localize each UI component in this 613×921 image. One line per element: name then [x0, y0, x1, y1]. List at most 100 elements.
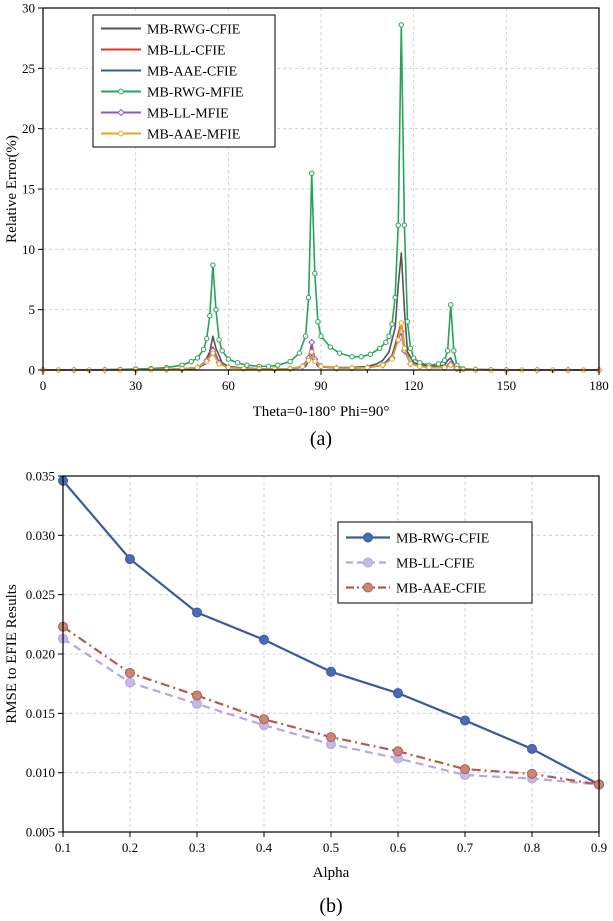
data-point: [435, 361, 442, 367]
data-point: [265, 363, 272, 370]
data-point: [259, 714, 269, 725]
legend-label: MB-LL-MFIE: [147, 107, 229, 122]
y-tick-label: 30: [22, 1, 35, 16]
data-point: [398, 320, 405, 326]
data-point: [389, 356, 395, 362]
data-point: [318, 333, 324, 339]
legend-marker: [363, 532, 373, 543]
data-point: [527, 743, 537, 754]
data-point: [395, 337, 401, 343]
x-tick-label: 0: [40, 378, 47, 393]
data-point: [383, 339, 389, 345]
y-tick-label: 0: [29, 363, 36, 378]
legend-marker: [363, 557, 373, 568]
data-point: [225, 356, 232, 362]
legend-label: MB-LL-CFIE: [147, 44, 226, 59]
data-point: [225, 364, 232, 371]
data-point: [386, 333, 392, 339]
data-point: [441, 357, 448, 364]
data-point: [216, 337, 222, 343]
data-point: [213, 306, 219, 313]
data-point: [327, 344, 333, 350]
x-tick-label: 0.9: [591, 840, 607, 855]
data-point: [389, 321, 395, 327]
x-tick-label: 120: [404, 378, 424, 393]
data-point: [210, 350, 216, 356]
data-point: [192, 607, 202, 618]
data-point: [305, 294, 312, 301]
x-axis-label: Alpha: [313, 865, 350, 881]
data-point: [312, 270, 318, 277]
legend-label: MB-RWG-CFIE: [396, 532, 489, 547]
data-point: [302, 333, 309, 339]
x-tick-label: 30: [129, 378, 142, 393]
data-point: [410, 355, 417, 361]
data-point: [244, 362, 250, 368]
data-point: [441, 364, 448, 371]
legend-label: MB-LL-CFIE: [396, 557, 475, 572]
y-tick-label: 0.020: [26, 647, 55, 662]
legend-marker: [363, 582, 373, 593]
data-point: [527, 768, 537, 779]
x-axis-label: Theta=0-180° Phi=90°: [253, 404, 390, 420]
data-point: [192, 698, 202, 709]
data-point: [444, 347, 451, 354]
y-tick-label: 0.005: [26, 825, 55, 840]
data-point: [305, 357, 312, 364]
data-point: [364, 364, 371, 371]
y-tick-label: 0.010: [26, 765, 55, 780]
data-point: [192, 690, 202, 701]
data-point: [407, 345, 414, 351]
data-point: [125, 667, 135, 678]
chart-a: 0 30 60 90 120 150 180 0 5 10 15 20 25 30 Theta=0-180°…: [4, 1, 609, 451]
data-point: [125, 554, 135, 565]
figure-caption: (a): [310, 428, 332, 450]
data-point: [194, 355, 201, 361]
data-point: [259, 634, 269, 645]
data-point: [234, 360, 241, 366]
data-point: [296, 350, 303, 356]
legend-label: MB-AAE-CFIE: [396, 582, 486, 597]
data-point: [315, 319, 321, 325]
y-tick-label: 25: [22, 61, 35, 76]
legend-label: MB-AAE-CFIE: [147, 65, 237, 80]
y-tick-label: 0.015: [26, 706, 55, 721]
legend-marker: [118, 130, 124, 137]
legend-label: MB-RWG-MFIE: [147, 86, 243, 101]
data-point: [336, 350, 343, 356]
data-point: [407, 361, 414, 367]
x-tick-label: 90: [315, 378, 328, 393]
data-point: [349, 354, 355, 360]
x-tick-label: 0.4: [256, 840, 273, 855]
y-axis-label: RMSE to EFIE Results: [4, 584, 20, 724]
y-tick-label: 20: [22, 121, 35, 136]
data-point: [163, 366, 170, 373]
data-point: [219, 347, 225, 354]
data-point: [393, 688, 403, 699]
data-point: [309, 349, 315, 355]
data-point: [417, 363, 423, 370]
legend-box: [92, 14, 276, 148]
y-axis-label: Relative Error(%): [4, 135, 20, 243]
data-point: [460, 366, 466, 373]
y-tick-label: 0.035: [26, 469, 55, 484]
data-point: [207, 313, 213, 319]
x-tick-label: 0.1: [55, 840, 71, 855]
x-tick-label: 0.6: [390, 840, 407, 855]
data-point: [125, 677, 135, 688]
data-point: [395, 222, 401, 228]
data-point: [451, 347, 457, 354]
legend-label: MB-AAE-MFIE: [147, 128, 240, 143]
data-point: [216, 361, 222, 367]
data-point: [318, 363, 324, 370]
data-point: [460, 715, 470, 726]
legend-label: MB-RWG-CFIE: [147, 23, 240, 38]
data-point: [392, 294, 398, 301]
series-line-mb-rwg-mfie: [43, 24, 599, 371]
y-tick-label: 0.025: [26, 587, 55, 602]
data-point: [326, 666, 336, 677]
data-point: [309, 170, 315, 177]
data-point: [188, 358, 194, 365]
legend-marker: [118, 88, 124, 95]
data-point: [398, 22, 405, 28]
